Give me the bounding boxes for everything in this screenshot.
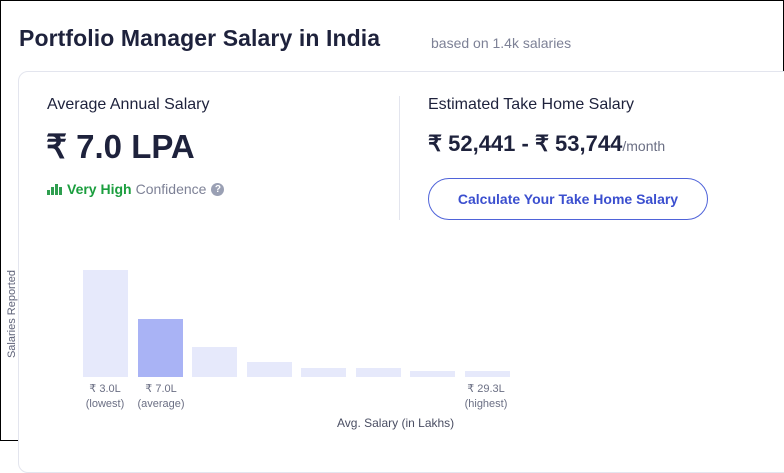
take-home-value: ₹ 52,441 - ₹ 53,744/month (428, 131, 665, 157)
salary-distribution-chart (83, 270, 510, 377)
page-title: Portfolio Manager Salary in India (19, 25, 381, 51)
chart-y-axis-label: Salaries Reported (6, 269, 18, 359)
calculate-take-home-button[interactable]: Calculate Your Take Home Salary (428, 178, 708, 220)
chart-bar (247, 362, 292, 377)
tick-highest-value: ₹ 29.3L (467, 383, 505, 395)
tick-lowest: ₹ 3.0L (lowest) (82, 382, 128, 410)
question-mark-icon[interactable]: ? (211, 182, 225, 196)
page-subtitle: based on 1.4k salaries (431, 35, 572, 51)
average-salary-label: Average Annual Salary (47, 96, 210, 113)
tick-highest-caption: (highest) (464, 398, 508, 410)
chart-bar (192, 347, 237, 377)
average-salary-value: ₹ 7.0 LPA (46, 128, 195, 165)
chart-bar (138, 319, 183, 377)
take-home-range: ₹ 52,441 - ₹ 53,744 (428, 131, 623, 156)
tick-highest: ₹ 29.3L (highest) (458, 382, 514, 410)
chart-bar (83, 270, 128, 377)
tick-lowest-caption: (lowest) (85, 398, 125, 410)
chart-x-axis-label: Avg. Salary (in Lakhs) (337, 416, 455, 430)
chart-bar (301, 368, 346, 377)
chart-bar (356, 368, 401, 377)
tick-average-caption: (average) (137, 398, 185, 410)
take-home-unit: /month (622, 138, 666, 154)
tick-lowest-value: ₹ 3.0L (89, 383, 121, 395)
confidence-indicator: Very High Confidence ? (47, 181, 225, 197)
confidence-label: Confidence (135, 181, 207, 197)
signal-bars-icon (47, 183, 62, 195)
confidence-level: Very High (67, 181, 132, 197)
column-divider (399, 96, 400, 220)
take-home-label: Estimated Take Home Salary (428, 96, 635, 113)
chart-bar (465, 371, 510, 377)
tick-average: ₹ 7.0L (average) (131, 382, 191, 410)
tick-average-value: ₹ 7.0L (145, 383, 177, 395)
chart-bar (410, 371, 455, 377)
salary-card (18, 71, 784, 473)
